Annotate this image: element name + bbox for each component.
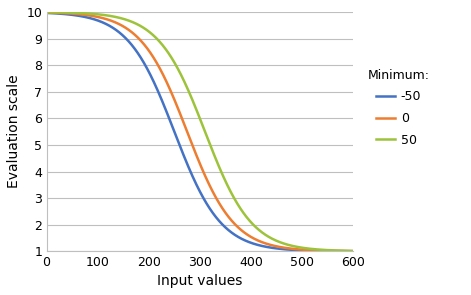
-50 xyxy=(285,248,291,251)
-50 xyxy=(44,11,49,15)
0 xyxy=(285,247,291,250)
0 xyxy=(44,11,49,14)
X-axis label: Input values: Input values xyxy=(157,274,243,288)
50 xyxy=(341,249,347,253)
-50 xyxy=(350,250,356,253)
0 xyxy=(341,249,347,253)
0 xyxy=(193,152,198,155)
Line: 50: 50 xyxy=(47,12,353,251)
Line: 0: 0 xyxy=(47,12,353,251)
Legend: -50, 0, 50: -50, 0, 50 xyxy=(363,64,435,152)
Line: -50: -50 xyxy=(47,13,353,251)
-50 xyxy=(185,163,190,167)
0 xyxy=(350,249,356,253)
0 xyxy=(341,249,347,253)
-50 xyxy=(341,249,347,253)
Y-axis label: Evaluation scale: Evaluation scale xyxy=(7,75,21,189)
-50 xyxy=(59,12,65,16)
50 xyxy=(341,249,347,253)
50 xyxy=(285,243,291,247)
0 xyxy=(185,131,190,135)
50 xyxy=(350,249,356,253)
50 xyxy=(193,106,198,110)
50 xyxy=(59,11,65,14)
0 xyxy=(59,11,65,15)
50 xyxy=(44,10,49,14)
-50 xyxy=(193,181,198,185)
-50 xyxy=(341,249,347,253)
50 xyxy=(185,87,190,91)
